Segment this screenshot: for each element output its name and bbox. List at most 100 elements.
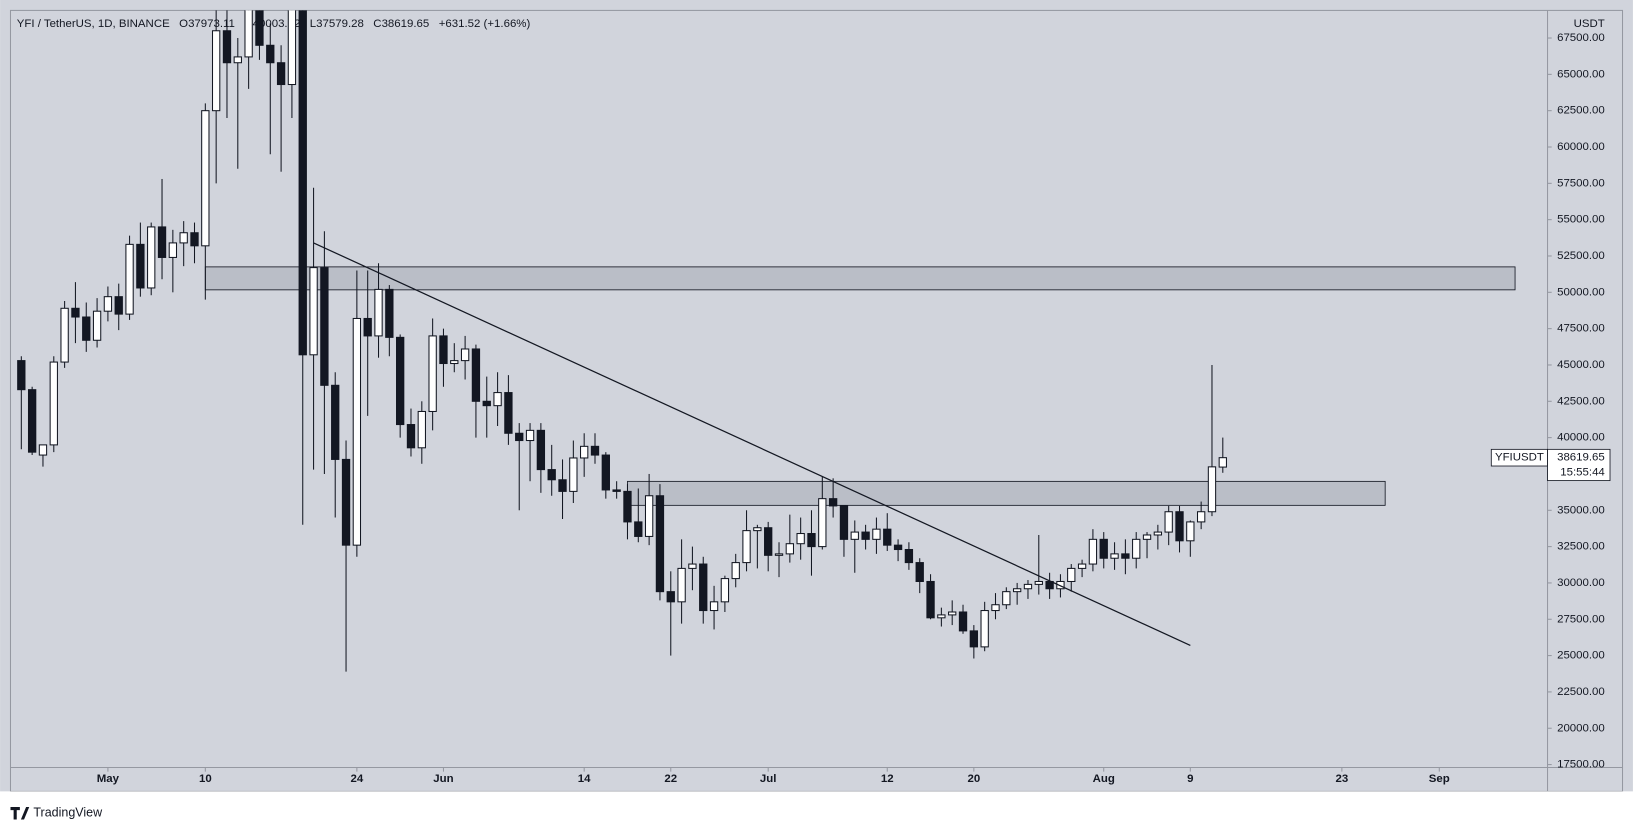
candle-body (558, 479, 567, 492)
countdown: 15:55:44 (1560, 466, 1605, 478)
candle-body (1196, 511, 1206, 523)
candle-body (439, 335, 448, 365)
y-tick-label: 35000.00 (1557, 504, 1605, 516)
ohlc-letter: O (179, 18, 188, 30)
brand-icon (10, 807, 30, 820)
trendline (313, 242, 1191, 646)
y-tick-label: 22500.00 (1557, 686, 1605, 698)
y-tick-label: 62500.00 (1557, 105, 1605, 117)
candle-body (688, 563, 697, 569)
resistance-zone (627, 480, 1386, 506)
candle-body (1088, 538, 1098, 565)
last-price-label: 38619.65 (1557, 452, 1605, 464)
x-tick-label: 12 (881, 773, 894, 785)
candle-body (428, 335, 437, 412)
candle-body (331, 384, 340, 460)
candle-body (482, 400, 491, 407)
brand-name: TradingView (33, 806, 103, 820)
candle-body (720, 578, 730, 603)
ohlc-value: 37973.11 (188, 18, 235, 30)
candle-body (287, 10, 297, 86)
candle-body (601, 454, 610, 491)
candle-body (38, 444, 48, 456)
candle-body (1034, 580, 1043, 585)
candle-body (764, 527, 773, 556)
plot-area: YFI / TetherUS, 1D, BINANCE O37973.11 H4… (17, 10, 1516, 672)
candle-body (991, 604, 1000, 612)
candle-body (374, 288, 383, 337)
y-tick-label: 32500.00 (1557, 541, 1605, 553)
ohlc-value: 38619.65 (382, 18, 430, 30)
candle-body (839, 505, 849, 540)
y-tick-label: 17500.00 (1557, 759, 1605, 771)
candle-body (71, 307, 80, 318)
candle-body (1002, 591, 1011, 606)
candle-body (417, 410, 426, 449)
candle-body (190, 232, 199, 247)
candle-body (341, 458, 351, 546)
y-tick-label: 65000.00 (1557, 68, 1605, 80)
x-tick-label: Jul (760, 773, 777, 785)
candle-body (1175, 511, 1184, 542)
candle-body (103, 296, 113, 312)
y-tick-label: 55000.00 (1557, 214, 1605, 226)
candle-body (1186, 521, 1195, 542)
x-tick-label: 24 (350, 773, 363, 785)
y-tick-label: 40000.00 (1557, 432, 1605, 444)
ohlc-letter: L (310, 18, 316, 30)
candle-body (276, 62, 286, 86)
footer-background (0, 791, 1633, 831)
chart-title: YFI / TetherUS, 1D, BINANCE (17, 18, 170, 30)
y-tick-label: 57500.00 (1557, 177, 1605, 189)
change-text: +631.52 (+1.66%) (439, 18, 531, 30)
candle-body (644, 495, 654, 537)
candle-body (666, 591, 675, 603)
candle-body (157, 226, 167, 258)
candle-body (850, 531, 859, 540)
candle-body (774, 553, 784, 556)
last-price-box (1547, 448, 1611, 482)
x-tick-label: Aug (1093, 773, 1115, 785)
y-tick-label: 25000.00 (1557, 650, 1605, 662)
y-tick-label: 27500.00 (1557, 613, 1605, 625)
candle-body (1110, 553, 1119, 559)
y-tick-label: 60000.00 (1557, 141, 1605, 153)
candle-body (828, 498, 838, 507)
candle-body (168, 242, 178, 258)
candle-body (872, 528, 881, 540)
candle-body (222, 30, 232, 64)
candle-body (677, 567, 686, 603)
candle-body (1132, 538, 1141, 559)
candle-body (893, 544, 903, 551)
candle-body (785, 543, 795, 555)
candle-body (1077, 563, 1087, 569)
candle-body (114, 296, 123, 315)
y-tick-label: 30000.00 (1557, 577, 1605, 589)
candle-body (904, 548, 914, 564)
x-tick-label: Sep (1429, 773, 1450, 785)
candle-body (460, 348, 470, 362)
candle-body (948, 611, 957, 616)
candle-body (883, 528, 892, 546)
candle-body (569, 457, 578, 492)
candle-body (818, 498, 827, 548)
y-tick-label: 45000.00 (1557, 359, 1605, 371)
candle-body (82, 316, 91, 341)
candle-body (1012, 588, 1022, 593)
candle-body (49, 361, 58, 446)
candle-body (1218, 457, 1227, 468)
candle-body (969, 630, 979, 648)
ohlc-letter: C (373, 18, 381, 30)
candle-body (320, 267, 329, 386)
candle-body (298, 10, 307, 356)
candle-body (612, 489, 621, 492)
candle-body (580, 445, 589, 459)
candle-body (937, 614, 946, 619)
candle-body (147, 226, 156, 289)
candle-body (136, 243, 145, 289)
candle-body (926, 580, 935, 619)
x-tick-label: 10 (199, 773, 212, 785)
candle-body (27, 389, 37, 453)
